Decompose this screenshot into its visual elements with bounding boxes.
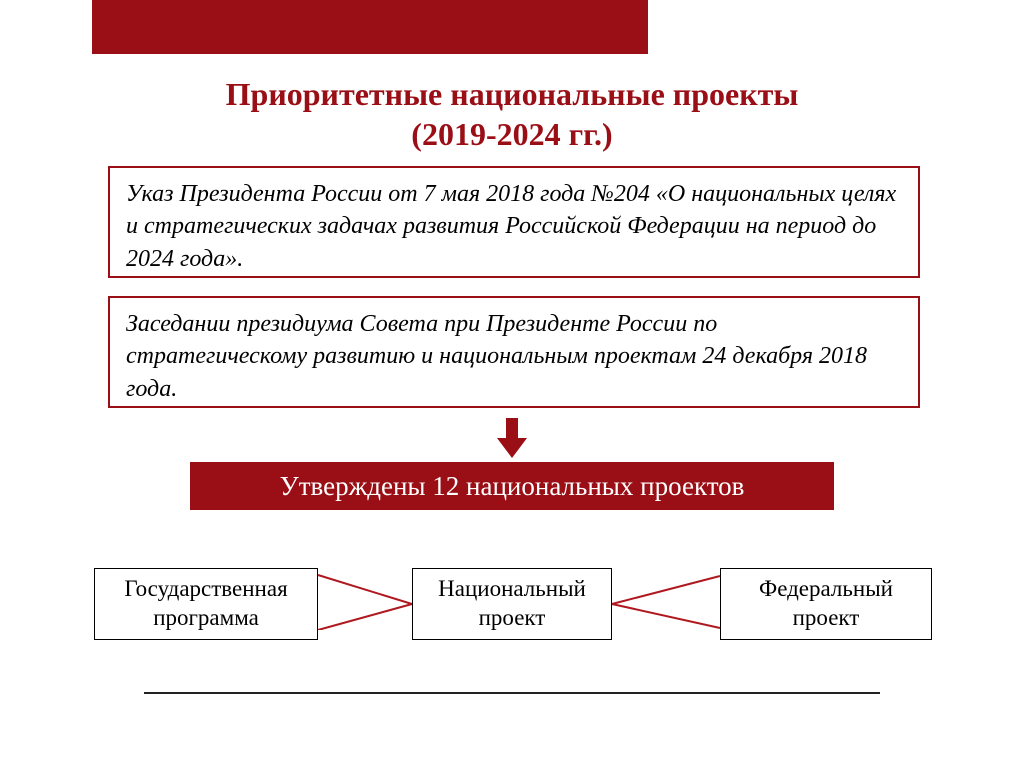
meeting-box: Заседании президиума Совета при Президен… [108,296,920,408]
box-national-project-l1: Национальный [438,575,586,604]
box-national-project-l2: проект [479,604,546,633]
decree-box: Указ Президента России от 7 мая 2018 год… [108,166,920,278]
header-accent-bar [92,0,648,54]
box-state-program: Государственная программа [94,568,318,640]
box-state-program-l1: Государственная [124,575,287,604]
approved-banner: Утверждены 12 национальных проектов [190,462,834,510]
meeting-text: Заседании президиума Совета при Президен… [126,311,867,402]
arrow-down-icon [497,418,527,458]
box-federal-project-l1: Федеральный [759,575,893,604]
page-title: Приоритетные национальные проекты (2019-… [0,74,1024,154]
title-line-1: Приоритетные национальные проекты [0,74,1024,114]
decree-text: Указ Президента России от 7 мая 2018 год… [126,181,896,272]
title-line-2: (2019-2024 гг.) [0,114,1024,154]
bottom-divider [144,692,880,694]
box-federal-project-l2: проект [793,604,860,633]
box-federal-project: Федеральный проект [720,568,932,640]
box-national-project: Национальный проект [412,568,612,640]
box-state-program-l2: программа [153,604,259,633]
banner-text: Утверждены 12 национальных проектов [280,471,745,501]
